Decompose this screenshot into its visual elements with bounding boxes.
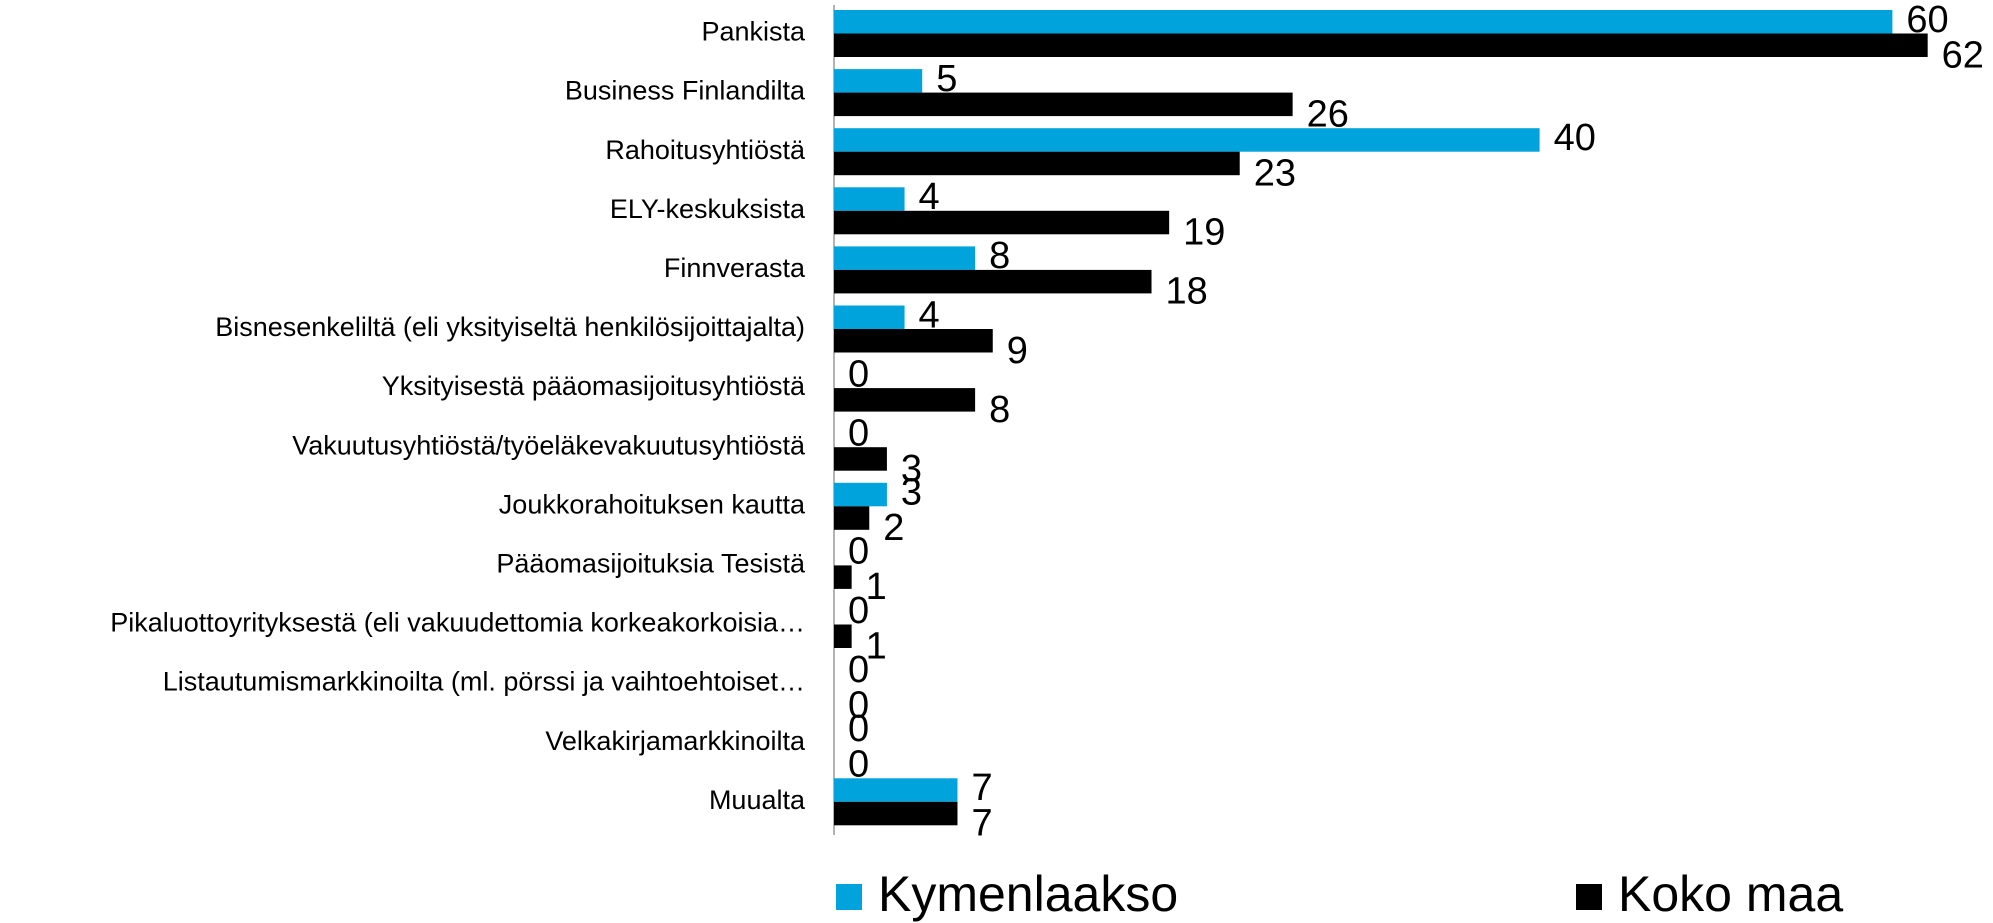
value-label: 7 [971,767,992,809]
value-label: 40 [1554,117,1596,159]
legend-swatch [836,884,862,910]
value-label: 0 [848,412,869,454]
value-label: 7 [971,803,992,845]
value-label: 0 [848,743,869,785]
value-label: 8 [989,235,1010,277]
category-label: Yksityisestä pääomasijoitusyhtiöstä [382,371,806,401]
bar [834,624,852,648]
value-label: 3 [901,448,922,490]
value-label: 8 [989,389,1010,431]
category-label: Muualta [709,785,806,815]
bar [834,246,976,270]
bar [834,778,958,802]
value-label: 0 [848,684,869,726]
category-label: ELY-keskuksista [610,194,806,224]
bar [834,69,923,93]
value-label: 4 [919,176,940,218]
bar [834,10,1893,34]
bar [834,151,1240,176]
bar [834,447,887,471]
category-label: Joukkorahoituksen kautta [499,489,806,519]
bar [834,269,1152,294]
value-label: 0 [848,649,869,691]
bar [834,388,976,412]
value-label: 4 [919,294,940,336]
bar [834,506,870,530]
legend-label: Kymenlaakso [878,866,1178,922]
bar [834,305,905,329]
category-label: Vakuutusyhtiöstä/työeläkevakuutusyhtiöst… [292,430,806,460]
value-label: 62 [1942,34,1984,76]
bar [834,565,852,589]
value-label: 19 [1183,212,1225,254]
bar [834,187,905,211]
bar [834,128,1540,152]
bar [834,329,993,353]
value-label: 0 [848,590,869,632]
value-label: 0 [848,708,869,750]
category-label: Finnverasta [664,253,806,283]
value-label: 0 [848,531,869,573]
bar [834,33,1928,57]
value-label: 1 [866,566,887,608]
bar [834,801,958,826]
bar [834,210,1170,235]
value-label: 1 [866,625,887,667]
category-label: Bisnesenkeliltä (eli yksityiseltä henkil… [215,312,805,342]
legend-label: Koko maa [1618,866,1843,922]
bar [834,92,1293,117]
category-label: Pankista [701,17,806,47]
value-label: 23 [1254,152,1296,194]
category-label: Pääomasijoituksia Tesistä [496,549,806,579]
category-label: Pikaluottoyrityksestä (eli vakuudettomia… [110,608,805,638]
category-label: Velkakirjamarkkinoilta [545,726,806,756]
legend-swatch [1576,884,1602,910]
category-label: Business Finlandilta [565,76,806,106]
value-label: 9 [1007,330,1028,372]
category-label: Rahoitusyhtiöstä [605,135,806,165]
value-label: 2 [883,507,904,549]
value-label: 5 [936,58,957,100]
value-label: 18 [1166,271,1208,313]
category-label: Listautumismarkkinoilta (ml. pörssi ja v… [163,667,805,697]
value-label: 3 [901,472,922,514]
bar [834,482,887,507]
value-label: 0 [848,353,869,395]
